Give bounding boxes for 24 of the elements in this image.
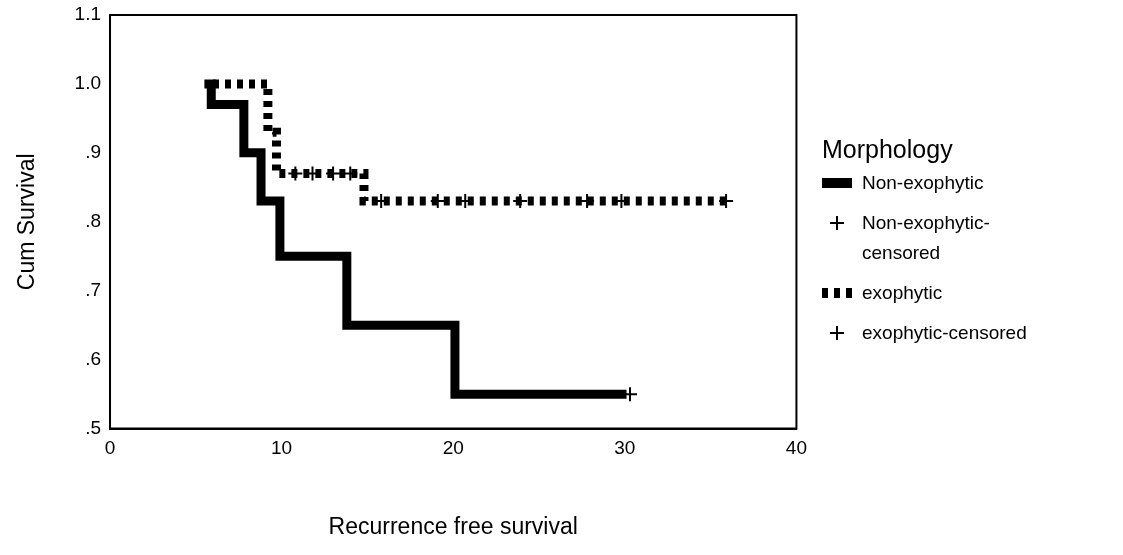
point	[287, 165, 304, 182]
x-tick-label: 0	[104, 437, 116, 459]
y-tick-label: 1.1	[74, 3, 102, 25]
y-axis-title: Cum Survival	[13, 153, 40, 291]
y-tick-label: .7	[85, 278, 102, 300]
legend-label: Non-exophytic	[862, 171, 984, 195]
point	[512, 193, 529, 210]
legend-label: Non-exophytic-censored	[862, 211, 991, 265]
y-tick-label: .6	[85, 347, 102, 369]
y-tick-label: .9	[85, 141, 102, 163]
x-tick-label: 10	[271, 437, 293, 459]
y-tick-label: .8	[85, 210, 102, 232]
point	[718, 193, 735, 210]
x-axis-title: Recurrence free survival	[328, 512, 578, 539]
y-tick-label: .5	[85, 416, 102, 438]
y-tick-label: 1.0	[74, 72, 102, 94]
legend-label: exophytic	[862, 281, 943, 305]
x-tick-label: 20	[442, 437, 464, 459]
x-tick-label: 40	[785, 437, 807, 459]
x-tick-label: 30	[614, 437, 636, 459]
legend-label: exophytic-censored	[862, 321, 1027, 345]
point	[325, 165, 342, 182]
legend-title: Morphology	[822, 135, 954, 164]
point	[429, 193, 446, 210]
